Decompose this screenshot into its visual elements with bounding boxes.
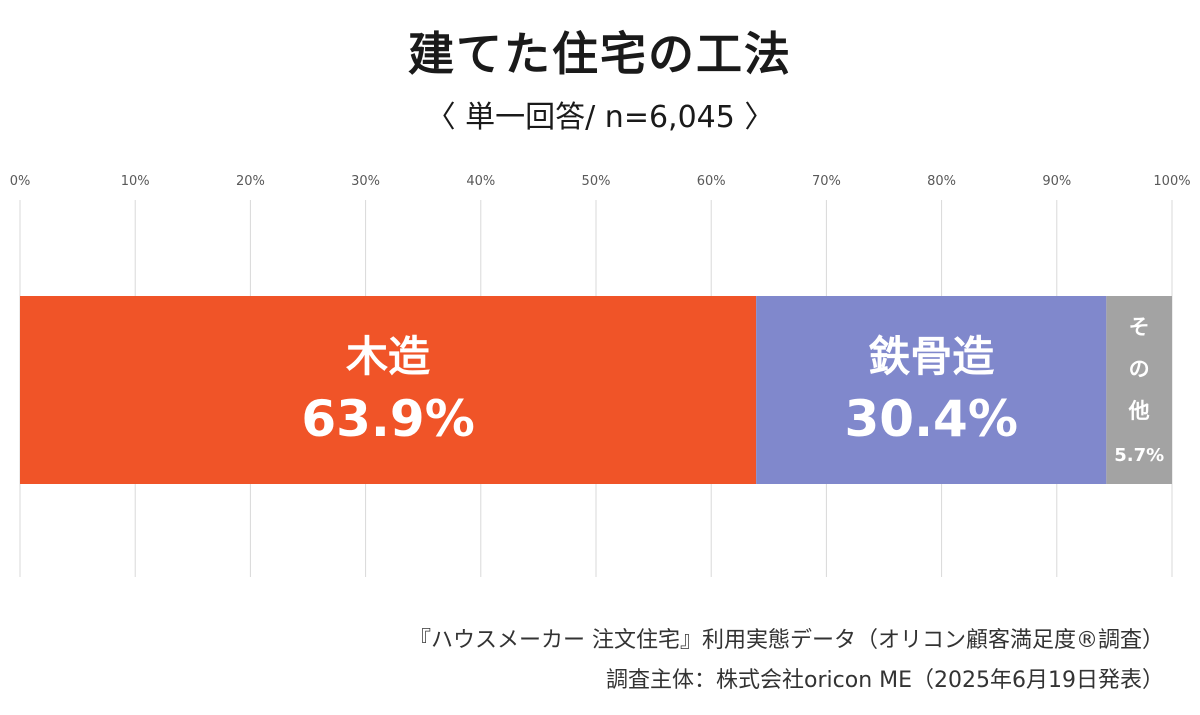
chart-subtitle: 〈 単一回答/ n=6,045 〉	[425, 100, 775, 135]
x-tick-label: 70%	[812, 174, 841, 189]
source-note: 『ハウスメーカー 注文住宅』利用実態データ（オリコン顧客満足度®調査）	[409, 628, 1164, 653]
x-tick-label: 0%	[10, 174, 31, 189]
segment-name-label: の	[1129, 357, 1150, 381]
bar-segment	[1106, 296, 1172, 484]
x-tick-label: 80%	[927, 174, 956, 189]
chart-title: 建てた住宅の工法	[408, 27, 792, 81]
segment-name-label: 他	[1128, 399, 1150, 423]
stacked-bar-chart: 0% 10% 20% 30% 40% 50% 60% 70% 80% 90% 100% 木造 63.9%…	[10, 174, 1191, 577]
segment-name-label: そ	[1129, 315, 1150, 339]
bar-segment	[756, 296, 1107, 484]
segment-value-label: 30.4%	[844, 390, 1017, 448]
x-tick-label: 90%	[1042, 174, 1071, 189]
x-tick-label: 100%	[1153, 174, 1190, 189]
x-tick-label: 50%	[582, 174, 611, 189]
x-tick-label: 20%	[236, 174, 265, 189]
segment-value-label: 5.7%	[1114, 445, 1164, 466]
x-tick-label: 30%	[351, 174, 380, 189]
x-tick-label: 60%	[697, 174, 726, 189]
segment-value-label: 63.9%	[301, 390, 474, 448]
publisher-note: 調査主体：株式会社oricon ME（2025年6月19日発表）	[606, 668, 1164, 693]
segment-name-label: 木造	[346, 332, 430, 381]
bar-segment	[20, 296, 757, 484]
x-tick-label: 40%	[466, 174, 495, 189]
segment-name-label: 鉄骨造	[868, 332, 994, 381]
x-tick-label: 10%	[121, 174, 150, 189]
